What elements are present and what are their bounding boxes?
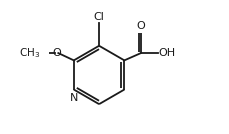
Text: O: O — [52, 48, 61, 58]
Text: CH$_3$: CH$_3$ — [19, 46, 40, 60]
Text: O: O — [136, 21, 145, 31]
Text: OH: OH — [158, 48, 175, 58]
Text: Cl: Cl — [93, 12, 104, 22]
Text: N: N — [70, 93, 78, 103]
